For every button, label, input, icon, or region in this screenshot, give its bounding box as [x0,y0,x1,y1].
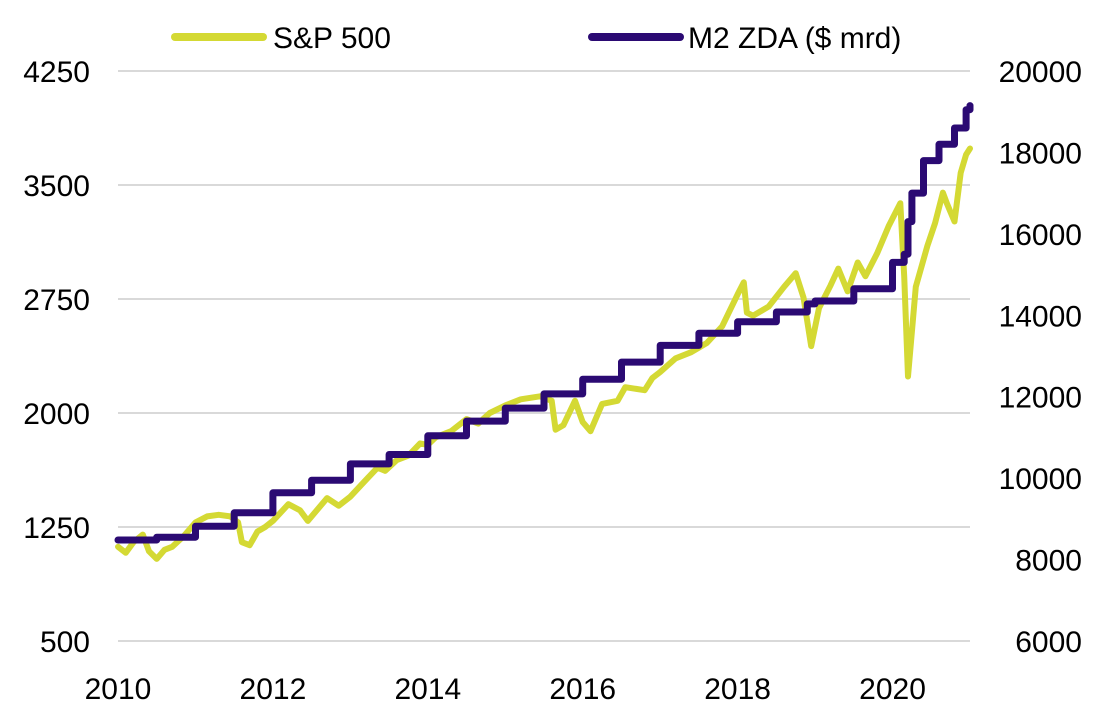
legend: S&P 500 M2 ZDA ($ mrd) [171,22,901,55]
left-tick-label: 1250 [23,512,90,545]
right-tick-label: 8000 [1015,545,1082,578]
series-layer [114,102,974,562]
right-axis-ticks: 6000 8000 10000 12000 14000 16000 18000 20000 [999,56,1082,659]
gridlines [118,70,970,642]
right-tick-label: 18000 [999,137,1082,170]
series-line-sp500 [115,145,973,562]
right-tick-label: 10000 [999,463,1082,496]
left-axis-ticks: 500 1250 2000 2750 3500 4250 [23,56,90,659]
right-tick-label: 6000 [1015,626,1082,659]
x-axis-ticks: 2010 2012 2014 2016 2018 2020 [85,673,926,706]
left-tick-label: 500 [40,626,90,659]
right-tick-label: 14000 [999,300,1082,333]
legend-label-sp500: S&P 500 [273,22,391,55]
x-tick-label: 2016 [549,673,616,706]
left-tick-label: 4250 [23,56,90,89]
right-tick-label: 16000 [999,219,1082,252]
right-tick-label: 20000 [999,56,1082,89]
right-tick-label: 12000 [999,382,1082,415]
x-tick-label: 2010 [85,673,152,706]
left-tick-label: 3500 [23,170,90,203]
x-tick-label: 2012 [240,673,307,706]
series-line-m2 [114,102,974,544]
x-tick-label: 2018 [704,673,771,706]
x-tick-label: 2014 [394,673,461,706]
legend-label-m2: M2 ZDA ($ mrd) [688,22,901,55]
x-tick-label: 2020 [859,673,926,706]
left-tick-label: 2750 [23,284,90,317]
left-tick-label: 2000 [23,398,90,431]
